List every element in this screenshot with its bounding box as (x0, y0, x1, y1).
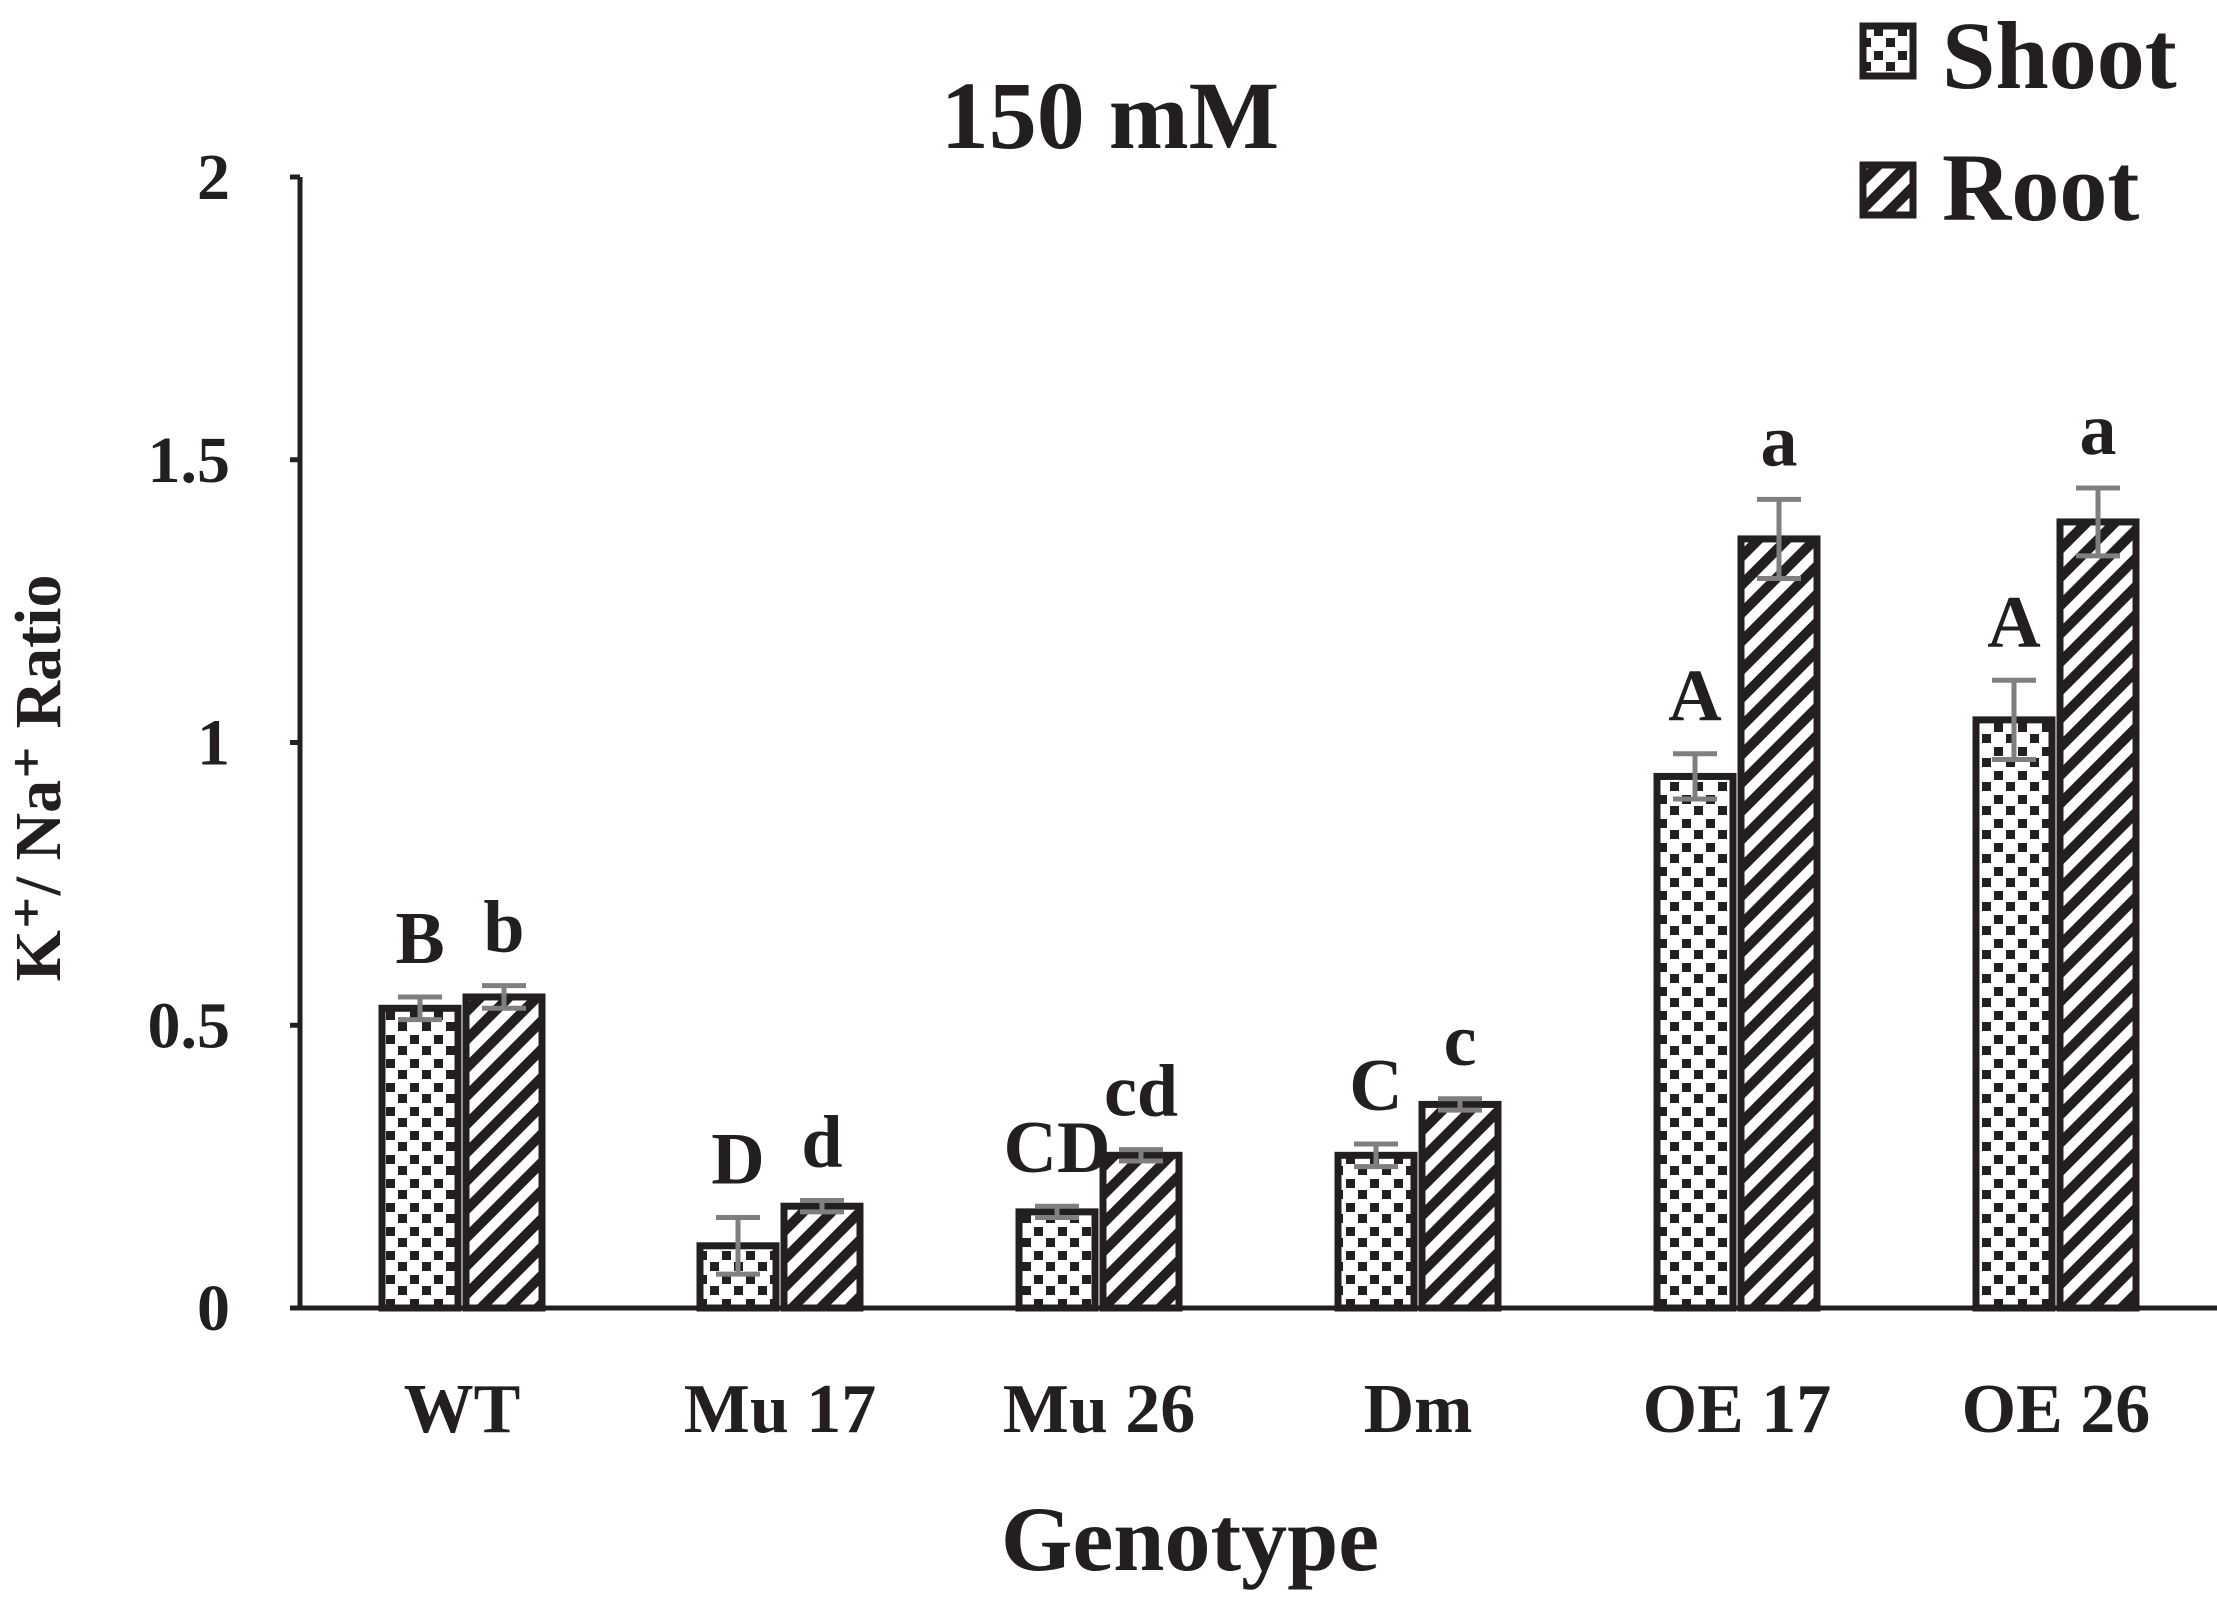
significance-label-root-5: a (2080, 389, 2117, 471)
significance-label-root-4: a (1761, 400, 1798, 482)
legend-swatch-shoot (1863, 26, 1913, 76)
x-tick-label: Mu 17 (684, 1371, 877, 1448)
legend: Shoot Root (1863, 2, 2177, 241)
significance-label-root-2: cd (1104, 1051, 1178, 1133)
x-tick-label: WT (404, 1371, 521, 1448)
significance-label-shoot-5: A (1987, 581, 2040, 663)
bar-shoot-2 (1019, 1212, 1095, 1308)
bar-root-3 (1422, 1104, 1498, 1308)
y-axis-label: K⁺/ Na⁺ Ratio (2, 575, 75, 982)
y-tick-label: 2 (197, 141, 230, 214)
significance-label-root-1: d (801, 1102, 842, 1184)
y-tick-label: 1.5 (148, 424, 231, 497)
bar-shoot-5 (1976, 720, 2052, 1308)
bar-shoot-3 (1338, 1155, 1414, 1308)
significance-label-root-0: b (483, 887, 524, 969)
x-tick-label: Dm (1364, 1371, 1473, 1448)
significance-label-shoot-4: A (1668, 655, 1721, 737)
significance-label-shoot-3: C (1349, 1045, 1402, 1127)
significance-label-root-3: c (1444, 1000, 1477, 1082)
bar-root-5 (2060, 522, 2136, 1308)
x-axis-label: Genotype (1001, 1488, 1379, 1590)
y-tick-label: 1 (197, 707, 230, 780)
x-tick-label: OE 26 (1962, 1371, 2151, 1448)
chart-title: 150 mM (941, 62, 1280, 169)
x-tick-label: OE 17 (1643, 1371, 1832, 1448)
bar-root-0 (466, 997, 542, 1308)
bar-shoot-4 (1657, 776, 1733, 1308)
significance-label-shoot-2: CD (1004, 1107, 1111, 1189)
legend-label-shoot: Shoot (1942, 2, 2177, 109)
legend-label-root: Root (1942, 134, 2139, 241)
legend-swatch-root (1863, 165, 1913, 215)
significance-label-shoot-1: D (711, 1119, 764, 1201)
bar-shoot-0 (382, 1008, 458, 1308)
significance-label-shoot-0: B (395, 898, 444, 980)
y-tick-label: 0 (197, 1272, 230, 1345)
x-tick-label: Mu 26 (1003, 1371, 1196, 1448)
y-tick-label: 0.5 (148, 989, 231, 1062)
bar-root-1 (784, 1206, 860, 1308)
bar-root-4 (1741, 539, 1817, 1308)
bar-root-2 (1103, 1155, 1179, 1308)
